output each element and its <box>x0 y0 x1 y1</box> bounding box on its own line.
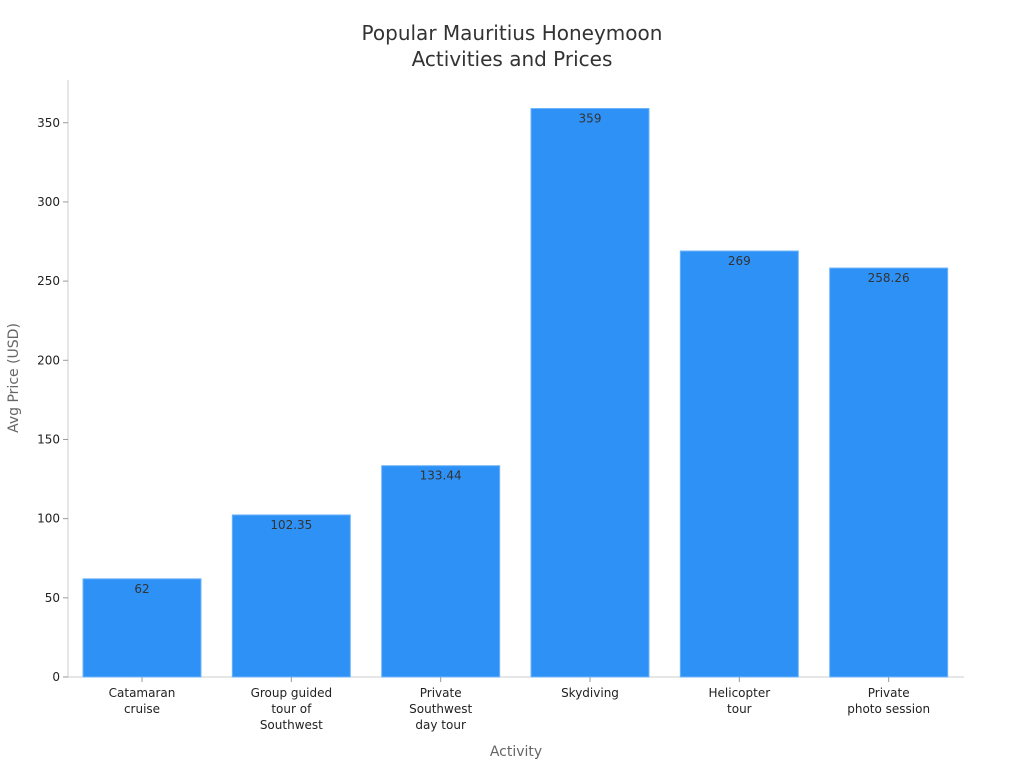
x-tick-label-line: Helicopter <box>709 686 771 700</box>
x-tick-label-line: Southwest <box>260 718 323 732</box>
x-axis-ticks: Catamaran cruise Group guided tour of Southw… <box>109 677 930 732</box>
bar-value-label: 269 <box>728 254 751 268</box>
bar-value-label: 258.26 <box>868 271 910 285</box>
chart-title-line-1: Popular Mauritius Honeymoon <box>362 21 663 45</box>
x-tick-label: Private photo session <box>847 686 930 716</box>
x-tick-label: Catamaran cruise <box>109 686 176 716</box>
x-tick-label-line: Group guided <box>251 686 333 700</box>
y-tick-label: 300 <box>37 195 60 209</box>
x-tick-label-line: Private <box>868 686 910 700</box>
bars-group: 62 102.35 133.44 359 269 258.26 <box>82 108 949 678</box>
x-tick-label-line: day tour <box>415 718 466 732</box>
x-tick-label-line: tour <box>727 702 752 716</box>
y-tick-label: 50 <box>45 591 60 605</box>
bar-value-label: 102.35 <box>270 518 312 532</box>
x-tick-label-line: photo session <box>847 702 930 716</box>
bar[interactable] <box>530 108 650 678</box>
x-tick-label: Private Southwest day tour <box>409 686 472 732</box>
y-tick-label: 100 <box>37 512 60 526</box>
bar[interactable] <box>381 465 501 678</box>
bar[interactable] <box>679 250 799 678</box>
x-tick-label-line: Southwest <box>409 702 472 716</box>
chart-title-line-2: Activities and Prices <box>412 47 613 71</box>
bar[interactable] <box>82 578 202 678</box>
x-tick-label-line: cruise <box>124 702 160 716</box>
x-tick-label-line: Private <box>420 686 462 700</box>
chart-title: Popular Mauritius Honeymoon Activities a… <box>362 21 663 71</box>
x-tick-label-line: Catamaran <box>109 686 176 700</box>
y-tick-label: 150 <box>37 432 60 446</box>
bar-value-label: 62 <box>134 582 149 596</box>
bar-value-label: 133.44 <box>420 469 462 483</box>
y-tick-label: 0 <box>52 670 60 684</box>
x-tick-label: Skydiving <box>561 686 619 700</box>
y-axis-ticks: 0 50 100 150 200 250 300 350 <box>37 116 68 684</box>
x-tick-label: Helicopter tour <box>709 686 771 716</box>
x-axis-title: Activity <box>490 744 542 760</box>
x-tick-label-line: Skydiving <box>561 686 619 700</box>
bar-value-label: 359 <box>579 112 602 126</box>
y-tick-label: 350 <box>37 116 60 130</box>
bar[interactable] <box>829 267 949 678</box>
y-tick-label: 250 <box>37 274 60 288</box>
y-axis-title: Avg Price (USD) <box>6 323 22 433</box>
bar[interactable] <box>231 514 351 678</box>
y-tick-label: 200 <box>37 353 60 367</box>
x-tick-label-line: tour of <box>271 702 312 716</box>
x-tick-label: Group guided tour of Southwest <box>251 686 333 732</box>
